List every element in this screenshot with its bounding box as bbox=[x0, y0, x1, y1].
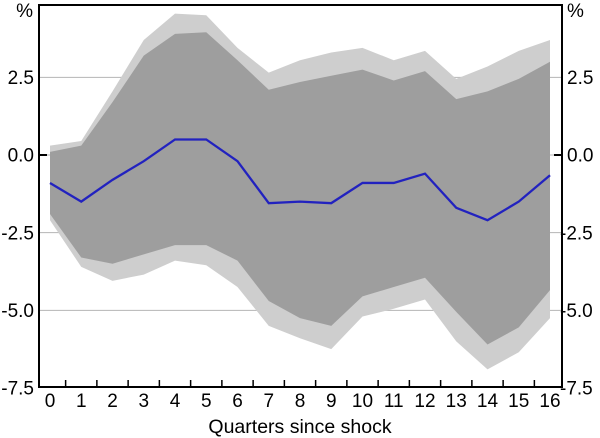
y-tick-label-right: -7.5 bbox=[560, 379, 593, 400]
x-tick-label: 3 bbox=[138, 391, 149, 412]
y-tick-label-left: -7.5 bbox=[1, 379, 34, 400]
y-tick-label-left: -2.5 bbox=[1, 223, 34, 244]
y-tick-label-right: -5.0 bbox=[560, 301, 593, 322]
plot-frame bbox=[38, 4, 563, 388]
x-tick-label: 16 bbox=[539, 391, 560, 412]
x-tick-label: 11 bbox=[384, 391, 404, 412]
x-tick-label: 4 bbox=[170, 391, 181, 412]
x-tick-label: 6 bbox=[232, 391, 243, 412]
percent-label-left: % bbox=[16, 1, 33, 22]
x-tick-label: 10 bbox=[352, 391, 373, 412]
y-tick-label-right: 2.5 bbox=[567, 68, 593, 89]
x-tick-label: 0 bbox=[45, 391, 56, 412]
y-tick-label-left: 0.0 bbox=[8, 146, 34, 167]
x-tick-label: 7 bbox=[263, 391, 274, 412]
x-tick-label: 14 bbox=[477, 391, 499, 412]
inner-band-area bbox=[50, 32, 550, 345]
y-tick-label-right: 0.0 bbox=[567, 146, 593, 167]
y-tick-label-left: 2.5 bbox=[8, 68, 34, 89]
x-tick-label: 1 bbox=[76, 391, 87, 412]
x-tick-label: 8 bbox=[295, 391, 306, 412]
x-tick-label: 12 bbox=[414, 391, 435, 412]
response-line bbox=[49, 138, 551, 222]
x-tick-label: 9 bbox=[326, 391, 337, 412]
x-tick-label: 5 bbox=[201, 391, 212, 412]
x-tick-label: 13 bbox=[446, 391, 467, 412]
y-tick-label-left: -5.0 bbox=[1, 301, 34, 322]
percent-label-right: % bbox=[567, 1, 584, 22]
y-tick-label-right: -2.5 bbox=[560, 223, 593, 244]
x-tick-label: 15 bbox=[508, 391, 529, 412]
x-axis-title: Quarters since shock bbox=[208, 416, 392, 438]
x-tick-label: 2 bbox=[107, 391, 118, 412]
